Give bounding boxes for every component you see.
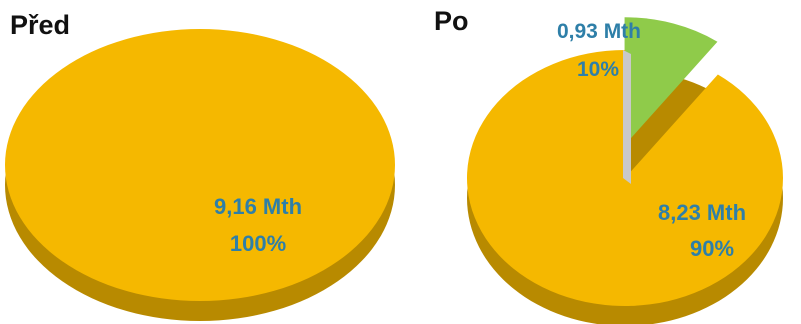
slice-percent-label: 100% bbox=[230, 231, 286, 256]
slice-value-label-large: 8,23 Mth bbox=[658, 200, 746, 225]
slice-value-label: 9,16 Mth bbox=[214, 194, 302, 219]
pie-slice-exploded bbox=[624, 17, 718, 146]
pie-chart-po: Po 0,93 Mth 10% 8,23 Mth 90% bbox=[434, 6, 783, 324]
chart-title-po: Po bbox=[434, 6, 469, 36]
pie-po-body bbox=[467, 17, 783, 324]
pie-chart-pred: Před 9,16 Mth 100% bbox=[5, 10, 395, 321]
pie-slice-full bbox=[5, 29, 395, 301]
slice-percent-label-large: 90% bbox=[690, 236, 734, 261]
slice-percent-label-small: 10% bbox=[577, 58, 619, 81]
slice-value-label-small: 0,93 Mth bbox=[557, 20, 641, 43]
pie-pred-body bbox=[5, 29, 395, 321]
pie-gap-wall bbox=[623, 50, 631, 184]
chart-title-pred: Před bbox=[10, 10, 70, 40]
